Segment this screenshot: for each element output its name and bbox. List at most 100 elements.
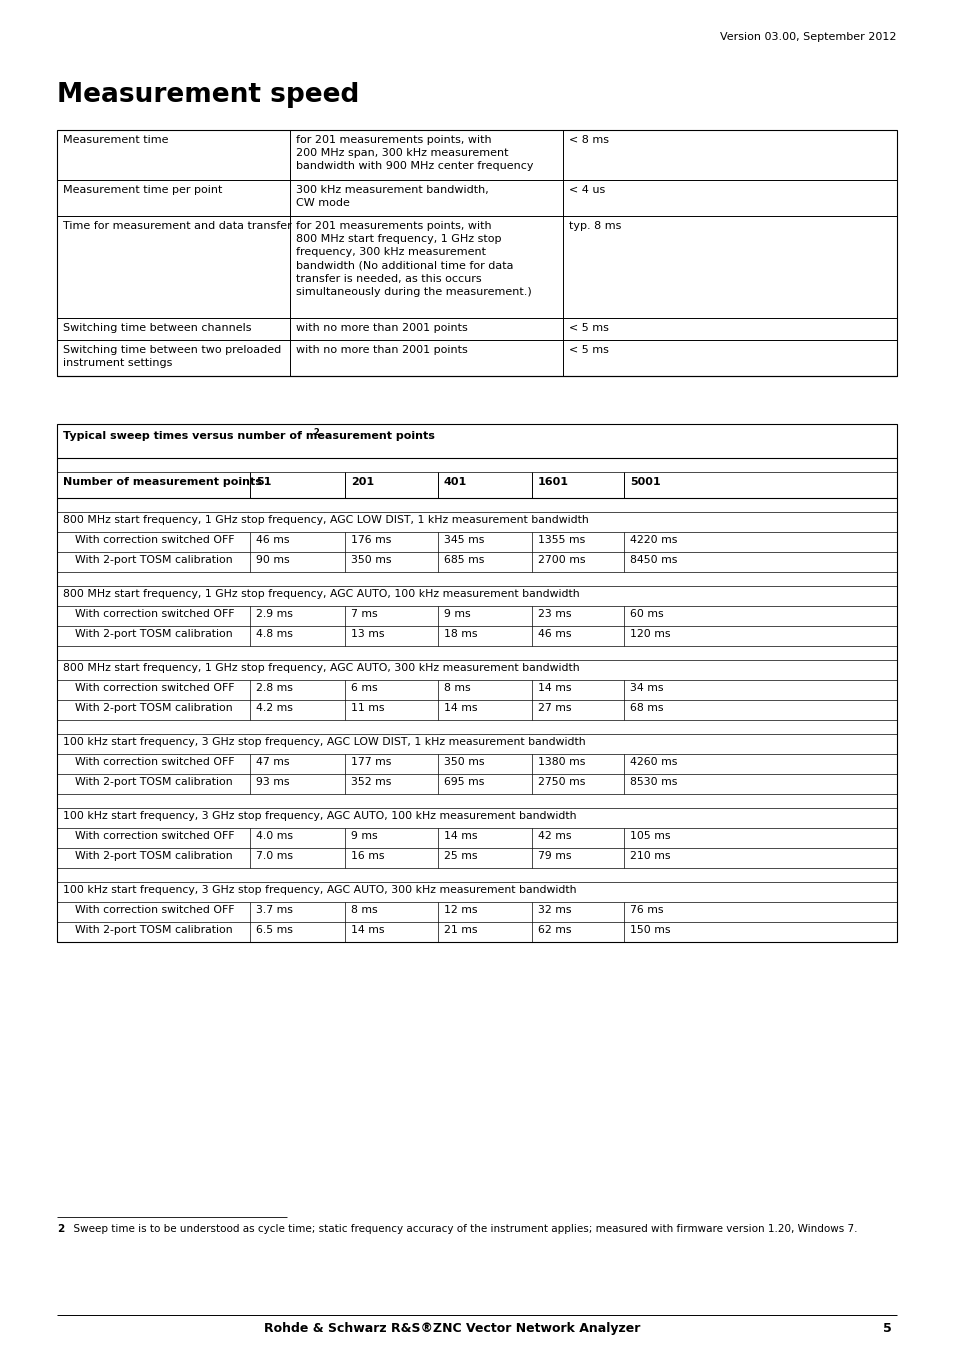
Text: 2: 2: [313, 428, 319, 437]
Text: 4.8 ms: 4.8 ms: [255, 629, 293, 639]
Text: Measurement time: Measurement time: [63, 135, 169, 144]
Text: 345 ms: 345 ms: [443, 535, 484, 545]
Text: 93 ms: 93 ms: [255, 778, 289, 787]
Text: < 4 us: < 4 us: [568, 185, 604, 194]
Text: 6.5 ms: 6.5 ms: [255, 925, 293, 936]
Text: 47 ms: 47 ms: [255, 757, 289, 767]
Text: Switching time between two preloaded
instrument settings: Switching time between two preloaded ins…: [63, 346, 281, 369]
Text: With 2-port TOSM calibration: With 2-port TOSM calibration: [75, 925, 233, 936]
Text: 7.0 ms: 7.0 ms: [255, 850, 293, 861]
Text: 51: 51: [255, 477, 271, 487]
Text: 13 ms: 13 ms: [351, 629, 384, 639]
Text: with no more than 2001 points: with no more than 2001 points: [295, 323, 467, 333]
Text: Typical sweep times versus number of measurement points: Typical sweep times versus number of mea…: [63, 431, 435, 441]
Text: Version 03.00, September 2012: Version 03.00, September 2012: [720, 32, 896, 42]
Text: 14 ms: 14 ms: [351, 925, 384, 936]
Text: 1355 ms: 1355 ms: [537, 535, 584, 545]
Bar: [57, 130, 896, 377]
Text: 34 ms: 34 ms: [629, 683, 662, 693]
Text: 100 kHz start frequency, 3 GHz stop frequency, AGC LOW DIST, 1 kHz measurement b: 100 kHz start frequency, 3 GHz stop freq…: [63, 737, 585, 747]
Text: With 2-port TOSM calibration: With 2-port TOSM calibration: [75, 703, 233, 713]
Text: Number of measurement points: Number of measurement points: [63, 477, 262, 487]
Bar: [57, 424, 896, 942]
Text: 76 ms: 76 ms: [629, 904, 662, 915]
Text: 176 ms: 176 ms: [351, 535, 391, 545]
Text: Rohde & Schwarz R&S®ZNC Vector Network Analyzer: Rohde & Schwarz R&S®ZNC Vector Network A…: [264, 1322, 639, 1335]
Text: 32 ms: 32 ms: [537, 904, 571, 915]
Text: 62 ms: 62 ms: [537, 925, 571, 936]
Text: 6 ms: 6 ms: [351, 683, 377, 693]
Text: With correction switched OFF: With correction switched OFF: [75, 904, 234, 915]
Text: < 5 ms: < 5 ms: [568, 323, 608, 333]
Text: 42 ms: 42 ms: [537, 832, 571, 841]
Text: 90 ms: 90 ms: [255, 555, 290, 566]
Text: < 5 ms: < 5 ms: [568, 346, 608, 355]
Text: 800 MHz start frequency, 1 GHz stop frequency, AGC AUTO, 300 kHz measurement ban: 800 MHz start frequency, 1 GHz stop freq…: [63, 663, 579, 674]
Text: 7 ms: 7 ms: [351, 609, 377, 620]
Text: 2: 2: [57, 1224, 64, 1234]
Text: 8450 ms: 8450 ms: [629, 555, 677, 566]
Text: 2750 ms: 2750 ms: [537, 778, 585, 787]
Text: 3.7 ms: 3.7 ms: [255, 904, 293, 915]
Text: 68 ms: 68 ms: [629, 703, 662, 713]
Text: With correction switched OFF: With correction switched OFF: [75, 832, 234, 841]
Text: With correction switched OFF: With correction switched OFF: [75, 535, 234, 545]
Text: for 201 measurements points, with
200 MHz span, 300 kHz measurement
bandwidth wi: for 201 measurements points, with 200 MH…: [295, 135, 533, 171]
Text: 9 ms: 9 ms: [351, 832, 377, 841]
Text: 60 ms: 60 ms: [629, 609, 663, 620]
Text: With correction switched OFF: With correction switched OFF: [75, 683, 234, 693]
Text: 14 ms: 14 ms: [443, 832, 477, 841]
Text: 23 ms: 23 ms: [537, 609, 571, 620]
Text: 11 ms: 11 ms: [351, 703, 384, 713]
Text: With correction switched OFF: With correction switched OFF: [75, 757, 234, 767]
Text: with no more than 2001 points: with no more than 2001 points: [295, 346, 467, 355]
Text: Measurement time per point: Measurement time per point: [63, 185, 222, 194]
Text: 1380 ms: 1380 ms: [537, 757, 585, 767]
Text: 177 ms: 177 ms: [351, 757, 391, 767]
Text: 695 ms: 695 ms: [443, 778, 484, 787]
Text: 8 ms: 8 ms: [351, 904, 377, 915]
Text: 100 kHz start frequency, 3 GHz stop frequency, AGC AUTO, 300 kHz measurement ban: 100 kHz start frequency, 3 GHz stop freq…: [63, 886, 576, 895]
Text: 16 ms: 16 ms: [351, 850, 384, 861]
Text: 14 ms: 14 ms: [443, 703, 477, 713]
Text: 2.8 ms: 2.8 ms: [255, 683, 293, 693]
Text: 300 kHz measurement bandwidth,
CW mode: 300 kHz measurement bandwidth, CW mode: [295, 185, 488, 208]
Text: 120 ms: 120 ms: [629, 629, 670, 639]
Text: 8 ms: 8 ms: [443, 683, 470, 693]
Text: 401: 401: [443, 477, 467, 487]
Text: 46 ms: 46 ms: [537, 629, 571, 639]
Text: 5001: 5001: [629, 477, 659, 487]
Text: for 201 measurements points, with
800 MHz start frequency, 1 GHz stop
frequency,: for 201 measurements points, with 800 MH…: [295, 221, 531, 297]
Text: With correction switched OFF: With correction switched OFF: [75, 609, 234, 620]
Text: 105 ms: 105 ms: [629, 832, 670, 841]
Text: With 2-port TOSM calibration: With 2-port TOSM calibration: [75, 778, 233, 787]
Text: < 8 ms: < 8 ms: [568, 135, 608, 144]
Text: 150 ms: 150 ms: [629, 925, 670, 936]
Text: Sweep time is to be understood as cycle time; static frequency accuracy of the i: Sweep time is to be understood as cycle …: [67, 1224, 857, 1234]
Text: 4.0 ms: 4.0 ms: [255, 832, 293, 841]
Text: 4260 ms: 4260 ms: [629, 757, 677, 767]
Text: 1601: 1601: [537, 477, 568, 487]
Text: With 2-port TOSM calibration: With 2-port TOSM calibration: [75, 555, 233, 566]
Text: Measurement speed: Measurement speed: [57, 82, 359, 108]
Text: 14 ms: 14 ms: [537, 683, 571, 693]
Text: 685 ms: 685 ms: [443, 555, 484, 566]
Text: Time for measurement and data transfer: Time for measurement and data transfer: [63, 221, 292, 231]
Text: With 2-port TOSM calibration: With 2-port TOSM calibration: [75, 629, 233, 639]
Text: 2.9 ms: 2.9 ms: [255, 609, 293, 620]
Text: 12 ms: 12 ms: [443, 904, 477, 915]
Text: 5: 5: [882, 1322, 891, 1335]
Text: 18 ms: 18 ms: [443, 629, 477, 639]
Text: typ. 8 ms: typ. 8 ms: [568, 221, 620, 231]
Text: Switching time between channels: Switching time between channels: [63, 323, 252, 333]
Text: 201: 201: [351, 477, 374, 487]
Text: 350 ms: 350 ms: [443, 757, 484, 767]
Text: 25 ms: 25 ms: [443, 850, 477, 861]
Text: 46 ms: 46 ms: [255, 535, 289, 545]
Text: 8530 ms: 8530 ms: [629, 778, 677, 787]
Text: 79 ms: 79 ms: [537, 850, 571, 861]
Text: 9 ms: 9 ms: [443, 609, 470, 620]
Text: 352 ms: 352 ms: [351, 778, 391, 787]
Text: 210 ms: 210 ms: [629, 850, 670, 861]
Text: 350 ms: 350 ms: [351, 555, 391, 566]
